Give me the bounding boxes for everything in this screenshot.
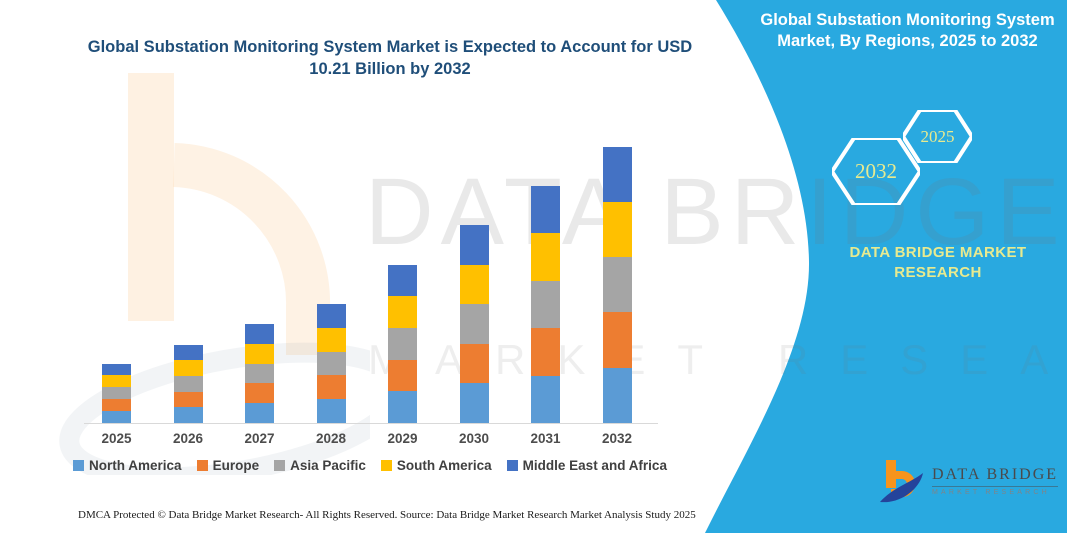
legend-swatch-north-america — [73, 460, 85, 471]
segment-asia-pacific-2026 — [173, 375, 203, 392]
bar-2027 — [245, 324, 274, 423]
panel-title: Global Substation Monitoring System Mark… — [760, 11, 1055, 51]
bar-2031 — [531, 186, 560, 423]
x-axis-label-2027: 2027 — [244, 431, 275, 446]
logo-subtitle: MARKET RESEARCH — [932, 489, 1050, 496]
chart-headline: Global Substation Monitoring System Mark… — [87, 38, 693, 79]
segment-europe-2031 — [531, 328, 560, 376]
cyan-wave-shape — [705, 0, 1067, 533]
legend-swatch-middle-east-and-africa — [506, 460, 518, 471]
x-axis-label-2032: 2032 — [601, 431, 633, 446]
data-bridge-logo: DATA BRIDGE MARKET RESEARCH — [878, 458, 1059, 504]
segment-north-america-2030 — [459, 383, 489, 423]
segment-north-america-2026 — [173, 407, 203, 423]
legend-item-north-america: North America — [73, 458, 182, 473]
segment-south-america-2028 — [316, 327, 346, 352]
legend-swatch-south-america — [380, 460, 392, 471]
footer-dmca: DMCA Protected © Data Bridge Market Rese… — [78, 509, 398, 521]
segment-south-america-2027 — [245, 343, 274, 364]
segment-asia-pacific-2025 — [102, 387, 131, 400]
bar-2026 — [173, 344, 203, 423]
x-axis-label-2029: 2029 — [387, 431, 418, 446]
legend-label-north-america: North America — [89, 458, 182, 473]
legend-swatch-europe — [196, 460, 208, 471]
segment-south-america-2025 — [102, 375, 131, 388]
x-axis-baseline — [84, 423, 658, 424]
segment-europe-2030 — [459, 343, 489, 384]
segment-middle-east-and-africa-2029 — [388, 264, 417, 297]
bar-2032 — [602, 146, 632, 423]
bar-2028 — [316, 304, 346, 423]
legend-item-south-america: South America — [380, 458, 492, 473]
x-axis-label-2026: 2026 — [172, 431, 204, 446]
segment-asia-pacific-2028 — [316, 351, 346, 376]
legend-swatch-asia-pacific — [274, 460, 286, 471]
segment-north-america-2032 — [602, 367, 632, 423]
x-axis-label-2028: 2028 — [315, 431, 347, 446]
bar-2025 — [102, 363, 131, 423]
hexagon-2025: 2025 — [903, 110, 972, 163]
legend-item-europe: Europe — [196, 458, 260, 473]
segment-north-america-2027 — [245, 403, 274, 423]
legend-item-asia-pacific: Asia Pacific — [274, 458, 366, 473]
segment-europe-2026 — [173, 391, 203, 408]
segment-south-america-2032 — [602, 201, 632, 258]
legend-item-middle-east-and-africa: Middle East and Africa — [506, 458, 667, 473]
segment-europe-2029 — [388, 359, 417, 392]
data-bridge-logo-icon — [880, 460, 923, 503]
logo-name: DATA BRIDGE — [932, 466, 1059, 487]
segment-middle-east-and-africa-2028 — [316, 304, 346, 328]
segment-asia-pacific-2027 — [245, 363, 274, 384]
segment-south-america-2026 — [173, 360, 203, 376]
x-axis-label-2031: 2031 — [530, 431, 561, 446]
segment-middle-east-and-africa-2031 — [531, 186, 560, 234]
segment-middle-east-and-africa-2026 — [173, 344, 203, 361]
legend-label-europe: Europe — [212, 458, 260, 473]
data-bridge-logo-text: DATA BRIDGE MARKET RESEARCH — [932, 466, 1059, 496]
hexagon-2032-label: 2032 — [855, 159, 897, 183]
segment-middle-east-and-africa-2027 — [245, 324, 274, 344]
footer-source: Source: Data Bridge Market Research Mark… — [400, 509, 696, 521]
hexagon-2032: 2032 — [832, 138, 920, 205]
panel-brand-text: DATA BRIDGE MARKET RESEARCH — [849, 244, 1027, 282]
segment-north-america-2028 — [316, 399, 346, 423]
segment-europe-2032 — [602, 312, 632, 368]
segment-south-america-2030 — [459, 264, 489, 305]
segment-asia-pacific-2029 — [388, 327, 417, 360]
segment-europe-2027 — [245, 383, 274, 404]
segment-asia-pacific-2031 — [531, 280, 560, 329]
segment-middle-east-and-africa-2030 — [459, 225, 489, 265]
chart-legend: North America Europe Asia Pacific South Ame… — [60, 458, 680, 473]
bar-2029 — [388, 264, 417, 423]
segment-middle-east-and-africa-2032 — [602, 146, 632, 202]
legend-label-asia-pacific: Asia Pacific — [290, 458, 366, 473]
segment-asia-pacific-2032 — [602, 257, 632, 313]
segment-europe-2028 — [316, 375, 346, 400]
segment-middle-east-and-africa-2025 — [102, 363, 131, 376]
legend-label-south-america: South America — [396, 458, 492, 473]
segment-south-america-2029 — [388, 296, 417, 328]
segment-north-america-2029 — [388, 391, 417, 423]
bar-2030 — [459, 225, 489, 423]
segment-asia-pacific-2030 — [459, 304, 489, 344]
segment-south-america-2031 — [531, 233, 560, 281]
hexagon-2025-label: 2025 — [920, 126, 955, 146]
segment-north-america-2031 — [531, 375, 560, 423]
legend-label-middle-east-and-africa: Middle East and Africa — [522, 458, 667, 473]
x-axis-label-2030: 2030 — [458, 431, 490, 446]
segment-europe-2025 — [102, 399, 131, 412]
x-axis-label-2025: 2025 — [101, 431, 132, 446]
segment-north-america-2025 — [102, 411, 131, 423]
